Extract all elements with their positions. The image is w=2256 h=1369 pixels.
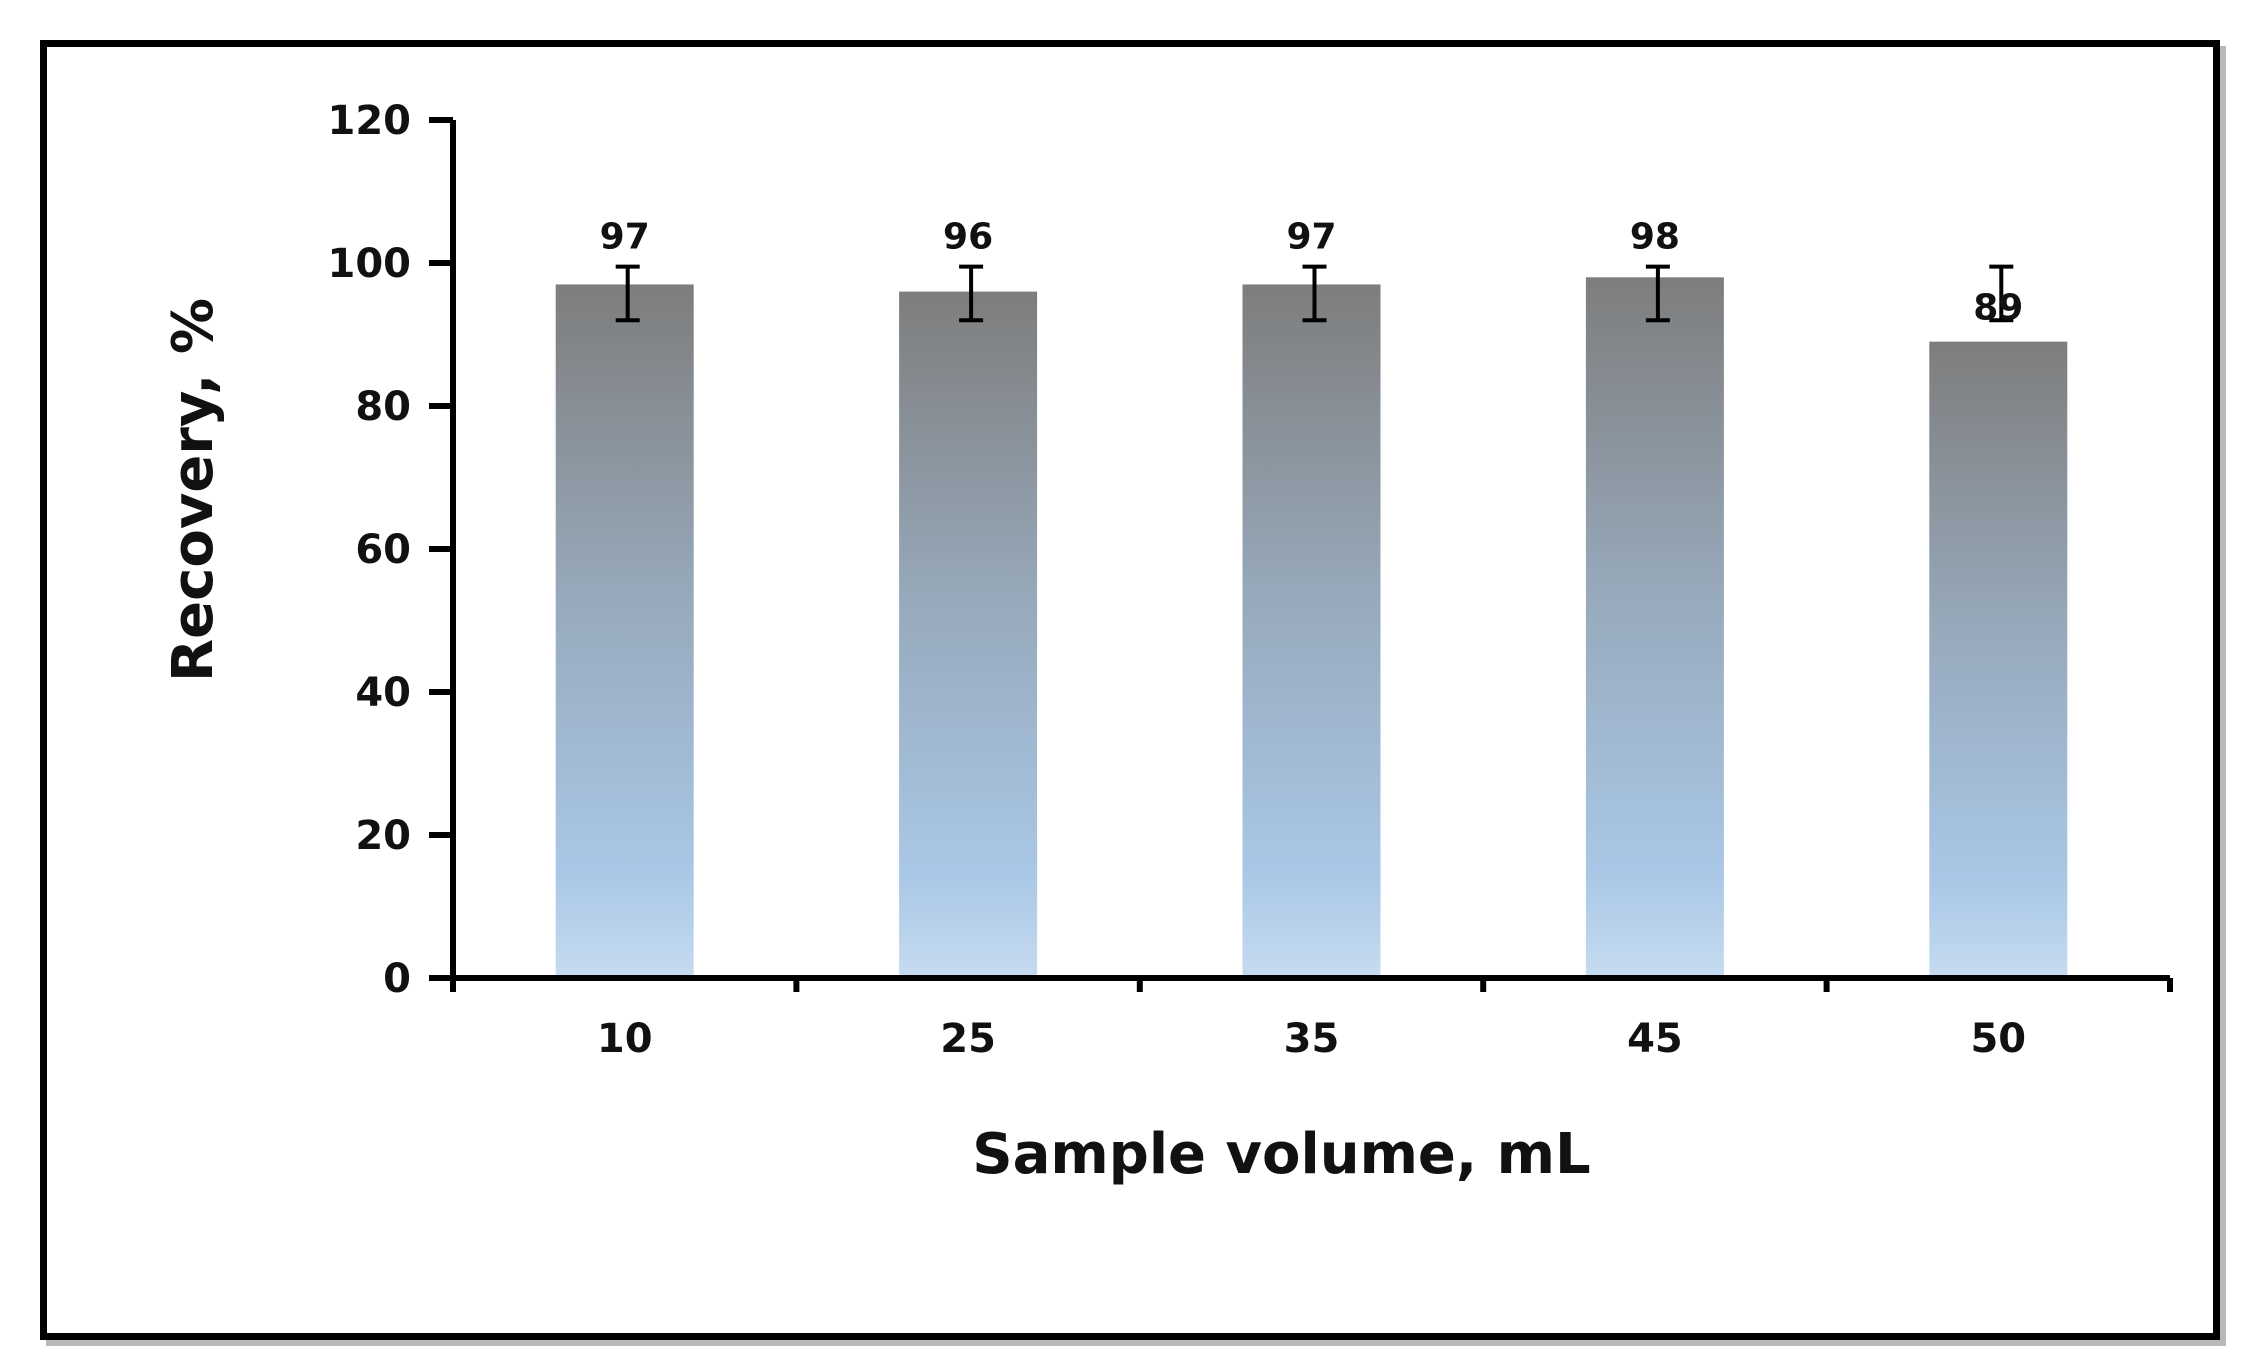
bar (1585, 277, 1724, 975)
x-tick-label: 10 (597, 1016, 653, 1062)
x-tick-label: 35 (1284, 1016, 1340, 1062)
bar (899, 291, 1038, 976)
data-label: 97 (1286, 217, 1336, 258)
y-axis-title: Recovery, % (161, 298, 226, 682)
chart-frame (40, 40, 2220, 1340)
y-tick-label: 80 (355, 384, 411, 430)
x-axis-title: Sample volume, mL (972, 1122, 1590, 1187)
x-axis-ticks: 10 25 35 45 50 (450, 978, 2173, 1062)
bar (1242, 284, 1381, 975)
error-bar (615, 264, 640, 323)
y-tick-label: 120 (328, 98, 412, 144)
error-bars (615, 264, 2014, 323)
data-labels: 97 96 97 98 89 (600, 217, 2024, 329)
data-label: 98 (1630, 217, 1680, 258)
error-bar (959, 264, 984, 323)
y-axis-ticks: 0 20 40 60 80 100 120 (328, 98, 453, 1002)
y-tick-label: 0 (383, 956, 411, 1002)
error-bar (1645, 264, 1670, 323)
x-tick-label: 45 (1627, 1016, 1683, 1062)
bar (555, 284, 694, 975)
error-bar (1302, 264, 1327, 323)
bar (1929, 341, 2068, 975)
error-bar (1989, 264, 2014, 323)
y-tick-label: 60 (355, 527, 411, 573)
data-label: 97 (600, 217, 650, 258)
x-tick-label: 50 (1970, 1016, 2026, 1062)
x-tick-label: 25 (940, 1016, 996, 1062)
y-tick-label: 20 (355, 813, 411, 859)
y-tick-label: 40 (355, 670, 411, 716)
data-label: 89 (1973, 288, 2023, 329)
data-label: 96 (943, 217, 993, 258)
y-tick-label: 100 (328, 241, 412, 287)
bar-series (555, 277, 2068, 976)
